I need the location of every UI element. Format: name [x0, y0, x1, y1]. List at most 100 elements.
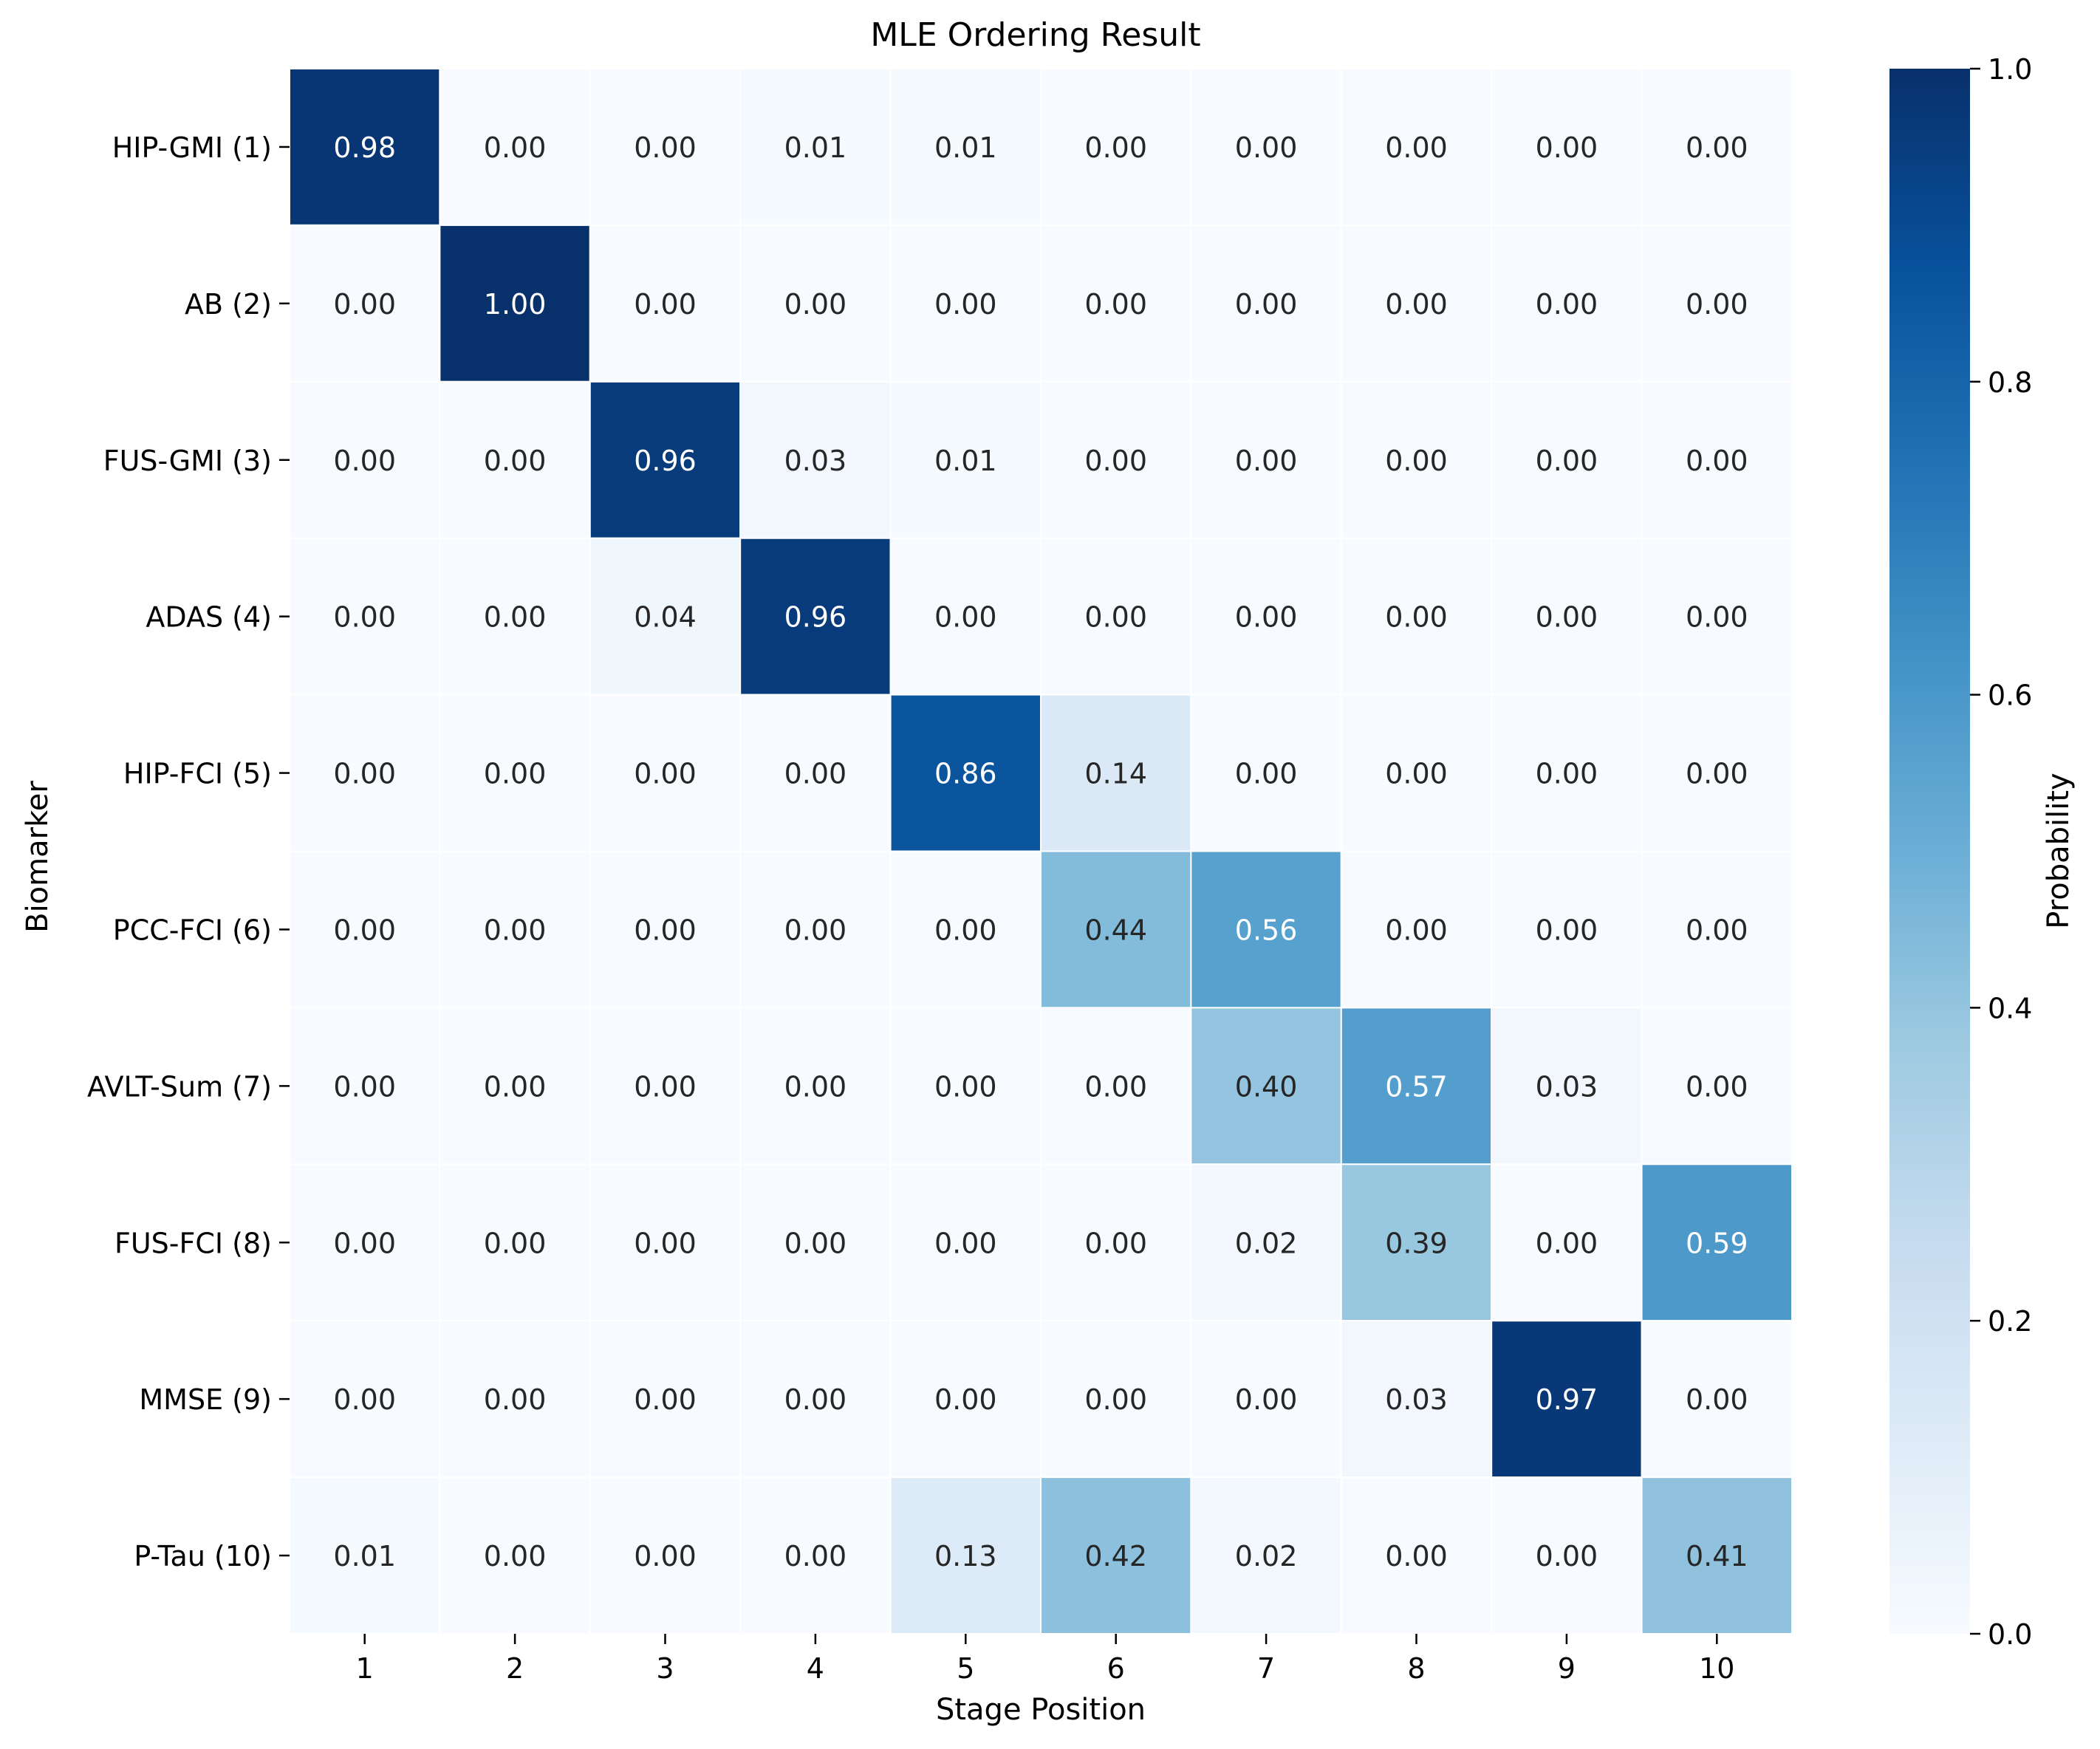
cell-value-label: 0.00 — [1385, 131, 1448, 164]
cell-value-label: 0.98 — [333, 131, 396, 164]
heatmap-cell — [1040, 537, 1192, 696]
cell-value-label: 0.03 — [784, 445, 847, 477]
heatmap-cell — [439, 224, 591, 383]
heatmap-cell — [1340, 224, 1493, 383]
heatmap-cell — [1340, 68, 1493, 226]
cell-value-label: 0.41 — [1686, 1540, 1748, 1572]
heatmap-cell — [739, 850, 892, 1009]
heatmap-cell — [1190, 68, 1342, 226]
colorbar-tick-label: 0.2 — [1988, 1305, 2032, 1338]
cell-value-label: 0.42 — [1084, 1540, 1147, 1572]
cell-value-label: 0.00 — [1385, 288, 1448, 321]
cell-value-label: 0.00 — [1686, 1383, 1748, 1416]
heatmap-cell — [889, 537, 1042, 696]
cell-value-label: 0.00 — [1084, 1383, 1147, 1416]
heatmap-cell — [1641, 1476, 1793, 1635]
x-axis: 1 2 3 4 5 6 7 8 9 10 — [356, 1634, 1734, 1685]
heatmap-cell — [439, 1007, 591, 1166]
cell-value-label: 0.01 — [934, 131, 997, 164]
heatmap-cell — [1641, 1320, 1793, 1479]
x-tick-label: 7 — [1257, 1652, 1275, 1685]
heatmap-cell — [889, 694, 1042, 852]
cell-value-label: 0.44 — [1084, 914, 1147, 946]
heatmap-cell — [739, 224, 892, 383]
heatmap-cell — [439, 850, 591, 1009]
cell-value-label: 0.00 — [1084, 131, 1147, 164]
cell-value-label: 0.00 — [1536, 445, 1598, 477]
cell-value-label: 0.00 — [333, 1383, 396, 1416]
cell-value-label: 0.14 — [1084, 758, 1147, 790]
heatmap-cell — [1190, 1320, 1342, 1479]
heatmap-cell — [1641, 850, 1793, 1009]
cell-value-label: 0.39 — [1385, 1227, 1448, 1259]
heatmap-cell — [589, 537, 742, 696]
heatmap-cell — [1491, 1320, 1643, 1479]
cell-value-label: 0.00 — [1536, 1227, 1598, 1259]
heatmap-cell — [1641, 68, 1793, 226]
heatmap-cell — [889, 850, 1042, 1009]
cell-value-label: 0.00 — [1385, 445, 1448, 477]
colorbar-tick-label: 0.4 — [1988, 992, 2032, 1024]
heatmap-cell — [1491, 224, 1643, 383]
cell-value-label: 0.04 — [634, 601, 697, 634]
cell-value-label: 0.00 — [1084, 1227, 1147, 1259]
cell-value-label: 0.00 — [634, 1383, 697, 1416]
colorbar-label: Probability — [2042, 773, 2076, 928]
heatmap-cell — [589, 850, 742, 1009]
cell-value-label: 0.56 — [1235, 914, 1298, 946]
cell-value-label: 0.00 — [1385, 914, 1448, 946]
cell-value-label: 0.00 — [484, 1383, 547, 1416]
heatmap-cell — [1641, 694, 1793, 852]
cell-value-label: 0.00 — [1536, 758, 1598, 790]
heatmap-cell — [739, 380, 892, 539]
cell-value-label: 0.02 — [1235, 1227, 1298, 1259]
cell-value-label: 0.00 — [484, 1070, 547, 1103]
heatmap-cell — [1340, 1007, 1493, 1166]
x-tick-label: 4 — [807, 1652, 824, 1685]
cell-value-label: 0.00 — [1235, 131, 1298, 164]
x-tick-label: 2 — [506, 1652, 524, 1685]
cell-value-label: 0.00 — [1235, 601, 1298, 634]
heatmap-cell — [1340, 694, 1493, 852]
x-tick-label: 5 — [957, 1652, 974, 1685]
x-tick-label: 1 — [356, 1652, 374, 1685]
y-axis: HIP-GMI (1) AB (2) FUS-GMI (3) ADAS (4) HIP-… — [87, 131, 290, 1572]
y-tick-label: HIP-GMI (1) — [112, 131, 272, 164]
heatmap-cell — [1040, 850, 1192, 1009]
cell-value-label: 0.00 — [333, 914, 396, 946]
heatmap-cell — [1340, 1163, 1493, 1322]
y-tick-label: FUS-GMI (3) — [103, 445, 272, 477]
heatmap-cell — [1340, 1476, 1493, 1635]
cell-value-label: 0.00 — [1235, 758, 1298, 790]
cell-value-label: 0.00 — [1385, 1540, 1448, 1572]
heatmap-cell — [289, 537, 441, 696]
colorbar-tick-label: 0.6 — [1988, 680, 2032, 712]
heatmap-cell — [439, 1320, 591, 1479]
x-tick-label: 8 — [1407, 1652, 1425, 1685]
x-tick-label: 6 — [1107, 1652, 1125, 1685]
cell-value-label: 0.57 — [1385, 1070, 1448, 1103]
heatmap-cell — [889, 1320, 1042, 1479]
y-tick-label: HIP-FCI (5) — [123, 758, 272, 790]
heatmap-cell — [889, 380, 1042, 539]
cell-value-label: 0.00 — [1536, 131, 1598, 164]
cell-value-label: 0.00 — [1235, 1383, 1298, 1416]
heatmap-cell — [1190, 224, 1342, 383]
heatmap-cell — [1491, 68, 1643, 226]
cell-value-label: 0.00 — [634, 1227, 697, 1259]
heatmap-cell — [1040, 694, 1192, 852]
cell-value-label: 0.03 — [1385, 1383, 1448, 1416]
heatmap-cell — [1190, 694, 1342, 852]
heatmap-cell — [739, 1163, 892, 1322]
cell-value-label: 0.00 — [484, 1540, 547, 1572]
heatmap-cell — [889, 1007, 1042, 1166]
cell-value-label: 0.00 — [634, 288, 697, 321]
cell-value-label: 0.96 — [784, 601, 847, 634]
heatmap-cell — [1040, 1320, 1192, 1479]
cell-value-label: 0.00 — [484, 1227, 547, 1259]
cell-value-label: 0.00 — [333, 601, 396, 634]
heatmap-cell — [589, 380, 742, 539]
cell-value-label: 0.00 — [484, 131, 547, 164]
cell-value-label: 0.00 — [784, 1540, 847, 1572]
